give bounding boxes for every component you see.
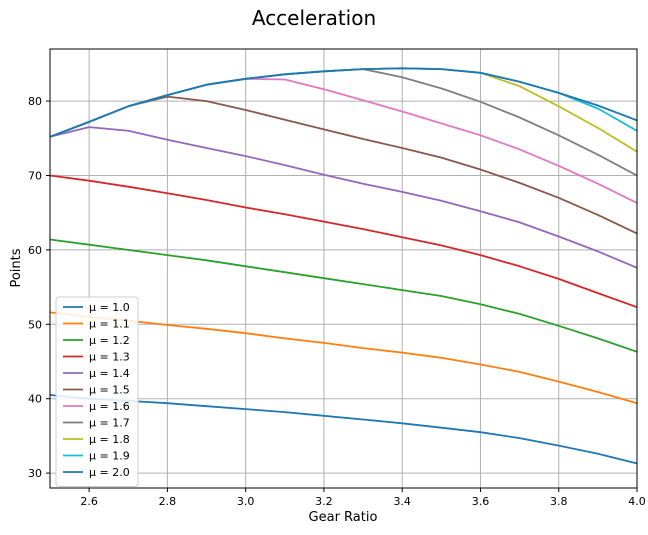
x-tick-label: 3.2	[315, 495, 333, 508]
x-tick-label: 2.6	[80, 495, 98, 508]
plot-frame	[49, 48, 638, 489]
legend-label: μ = 1.4	[89, 367, 130, 380]
legend-label: μ = 1.7	[89, 417, 130, 430]
y-tick-label: 80	[28, 95, 42, 108]
grid-layer	[50, 49, 638, 488]
x-axis-label: Gear Ratio	[309, 510, 378, 525]
x-tick-label: 4.0	[628, 495, 646, 508]
y-tick-label: 40	[28, 393, 42, 406]
series-line-11	[49, 67, 638, 138]
series-line-4	[49, 174, 638, 309]
y-tick-label: 30	[28, 467, 42, 480]
y-tick-label: 70	[28, 169, 42, 182]
series-layer	[49, 67, 638, 465]
legend-label: μ = 1.3	[89, 351, 130, 364]
series-line-1	[49, 394, 638, 465]
legend-label: μ = 2.0	[89, 466, 130, 479]
tick-layer: 2.6 2.8 3.0 3.2 3.4 3.6 3.8 4.0 30 40 50 60 70 80	[28, 95, 646, 508]
x-tick-label: 2.8	[159, 495, 177, 508]
legend-label: μ = 1.5	[89, 384, 130, 397]
x-tick-label: 3.6	[472, 495, 490, 508]
x-tick-label: 3.8	[550, 495, 568, 508]
x-tick-label: 3.4	[393, 495, 411, 508]
legend-label: μ = 1.0	[89, 301, 130, 314]
series-line-5	[49, 126, 638, 269]
legend-label: μ = 1.1	[89, 318, 130, 331]
y-tick-label: 60	[28, 244, 42, 257]
series-line-9	[49, 67, 638, 153]
x-tick-label: 3.0	[237, 495, 255, 508]
legend-label: μ = 1.8	[89, 433, 130, 446]
legend-label: μ = 1.6	[89, 400, 130, 413]
y-tick-label: 50	[28, 318, 42, 331]
legend: μ = 1.0 μ = 1.1 μ = 1.2 μ = 1.3 μ = 1.4 μ = 1…	[55, 296, 139, 487]
series-line-8	[49, 68, 638, 177]
series-line-10	[49, 67, 638, 138]
series-line-2	[49, 311, 638, 405]
legend-label: μ = 1.2	[89, 334, 130, 347]
y-axis-label: Points	[9, 248, 24, 287]
series-line-6	[49, 95, 638, 235]
series-line-3	[49, 238, 638, 353]
series-line-7	[49, 77, 638, 204]
legend-label: μ = 1.9	[89, 450, 130, 463]
chart-title: Acceleration	[252, 6, 376, 30]
